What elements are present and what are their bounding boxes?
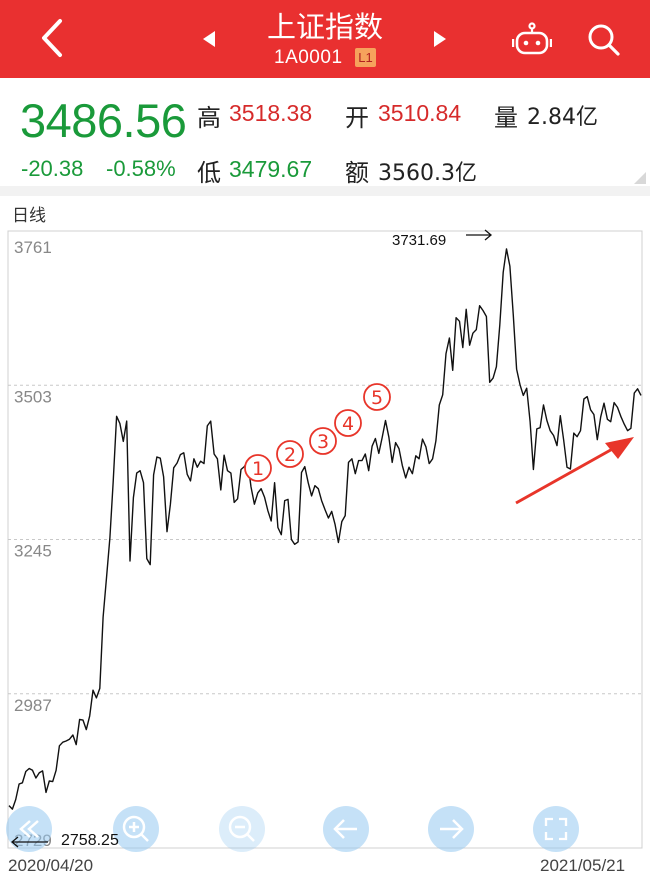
move-right-button[interactable] [428, 806, 474, 852]
annotation-circle [334, 409, 362, 437]
stock-name: 上证指数 [266, 10, 383, 44]
amount-value: 3560.3亿 [378, 161, 477, 186]
search-icon[interactable] [586, 22, 622, 58]
annotation-number: 2 [284, 444, 296, 466]
change-percent: -0.58% [106, 156, 176, 181]
amount-label: 额 [345, 159, 369, 187]
min-label: 2758.25 [61, 832, 119, 849]
fullscreen-icon [544, 817, 568, 841]
y-tick-label: 3761 [14, 238, 52, 257]
open-label: 开 [345, 104, 369, 132]
series-line [8, 248, 642, 810]
fullscreen-button[interactable] [533, 806, 579, 852]
zoom-in-button[interactable] [113, 806, 159, 852]
start-date: 2020/04/20 [8, 856, 94, 875]
robot-icon[interactable] [512, 22, 552, 56]
arrow-left-icon [333, 819, 357, 839]
back-icon[interactable] [38, 18, 66, 58]
low-value: 3479.67 [229, 156, 313, 182]
annotation-marker: 3 [309, 427, 337, 455]
volume-label: 量 [494, 104, 518, 132]
fast-back-icon [19, 820, 39, 838]
divider [0, 186, 650, 196]
fast-back-button[interactable] [6, 806, 52, 852]
annotation-number: 5 [371, 387, 383, 409]
high-value: 3518.38 [229, 100, 313, 126]
title-bar: 上证指数 1A0001 L1 [0, 0, 650, 78]
prev-stock-icon[interactable] [201, 30, 217, 48]
move-left-button[interactable] [323, 806, 369, 852]
max-label: 3731.69 [392, 232, 446, 249]
zoom-out-icon [228, 815, 255, 842]
chart-frame [7, 230, 643, 849]
annotation-number: 3 [317, 431, 329, 453]
annotation-marker: 2 [276, 440, 304, 468]
high-label: 高 [197, 104, 221, 132]
last-price: 3486.56 [20, 94, 187, 147]
volume-value: 2.84亿 [527, 105, 598, 130]
zoom-out-button[interactable] [219, 806, 265, 852]
annotation-circle [244, 454, 272, 482]
annotation-circle [363, 383, 391, 411]
annotation-circle [276, 440, 304, 468]
change-value: -20.38 [21, 156, 84, 181]
y-tick-label: 3245 [14, 542, 52, 561]
annotation-marker: 5 [363, 383, 391, 411]
arrow-right-icon [440, 819, 464, 839]
annotation-marker: 4 [334, 409, 362, 437]
end-date: 2021/05/21 [540, 856, 626, 875]
annotation-number: 1 [252, 458, 264, 480]
expand-corner-icon[interactable] [632, 172, 646, 184]
y-tick-label: 3503 [14, 387, 52, 406]
zoom-in-icon [122, 815, 149, 842]
min-arrow-icon [10, 836, 48, 848]
next-stock-icon[interactable] [432, 30, 448, 48]
annotation-number: 4 [342, 413, 354, 435]
annotation-marker: 1 [244, 454, 272, 482]
trend-arrow [515, 437, 634, 505]
open-value: 3510.84 [378, 100, 462, 126]
max-marker: 3731.69 [392, 229, 493, 249]
annotation-circle [309, 427, 337, 455]
y-tick-label: 2987 [14, 696, 52, 715]
period-label: 日线 [12, 206, 46, 226]
stock-code: 1A0001 [274, 47, 343, 68]
chart-grid [7, 230, 643, 849]
y-axis-labels: 37613503324529872729 [14, 238, 52, 850]
level-badge: L1 [355, 48, 376, 67]
low-label: 低 [197, 159, 221, 187]
